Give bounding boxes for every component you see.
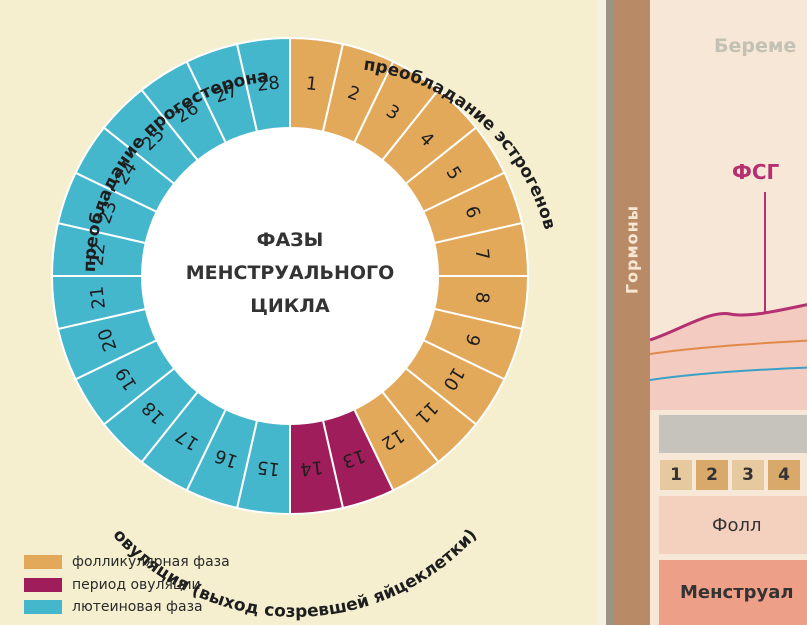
estrogen-curve xyxy=(650,339,807,355)
hormone-chart-panel: Береме Гормоны ФСГ 1 2 3 4 Фолл Менструа… xyxy=(606,0,807,625)
hormone-graph xyxy=(650,192,807,410)
progesterone-curve xyxy=(650,366,807,381)
day-cell: 1 xyxy=(660,460,692,490)
hormones-bar: Гормоны xyxy=(614,0,650,625)
menstrual-band xyxy=(659,560,807,625)
hormones-label: Гормоны xyxy=(622,204,642,295)
day-label-15: 15 xyxy=(256,456,281,479)
center-line-1: ФАЗЫ xyxy=(257,229,324,251)
day-label-8: 8 xyxy=(471,291,493,305)
cycle-wheel: 1 234567891011121314151617181920212223242… xyxy=(50,36,560,622)
day-label-1: 1 xyxy=(305,73,319,95)
day-row: 1 2 3 4 xyxy=(660,460,800,490)
day-cell: 3 xyxy=(732,460,764,490)
legend-ovulation: период овуляции xyxy=(24,576,201,594)
legend-label-luteal: лютеиновая фаза xyxy=(72,599,203,615)
day-label-28: 28 xyxy=(256,72,281,95)
fsh-area xyxy=(650,304,807,410)
day-label-7: 7 xyxy=(471,248,493,262)
cycle-diagram-panel: 1 2 3 4 5 6 7 8 9 10 11 12 13 14 15 16 17 18 19 20 21 22 23 24 2… xyxy=(0,0,597,625)
follicular-band xyxy=(659,496,807,554)
day-label-14: 14 xyxy=(299,456,324,479)
wheel-center xyxy=(142,128,438,424)
day-cell: 4 xyxy=(768,460,800,490)
follicular-label: Фолл xyxy=(712,515,762,536)
day-label-21: 21 xyxy=(86,285,109,310)
legend-swatch-ovulation xyxy=(24,578,62,592)
menstrual-label: Менструал xyxy=(680,582,794,603)
fsh-label: ФСГ xyxy=(732,160,780,184)
legend-luteal: лютеиновая фаза xyxy=(24,598,203,616)
legend-label-follicular: фолликулярная фаза xyxy=(72,554,230,570)
gray-band xyxy=(659,415,807,453)
panel-title: Береме xyxy=(714,35,797,57)
center-line-3: ЦИКЛА xyxy=(250,295,330,317)
legend-follicular: фолликулярная фаза xyxy=(24,553,230,571)
legend-swatch-follicular xyxy=(24,555,62,569)
day-cell: 2 xyxy=(696,460,728,490)
fsh-curve xyxy=(650,303,807,342)
legend-label-ovulation: период овуляции xyxy=(72,577,201,593)
day-label-22: 22 xyxy=(86,242,109,267)
center-line-2: МЕНСТРУАЛЬНОГО xyxy=(186,262,395,284)
legend-swatch-luteal xyxy=(24,600,62,614)
